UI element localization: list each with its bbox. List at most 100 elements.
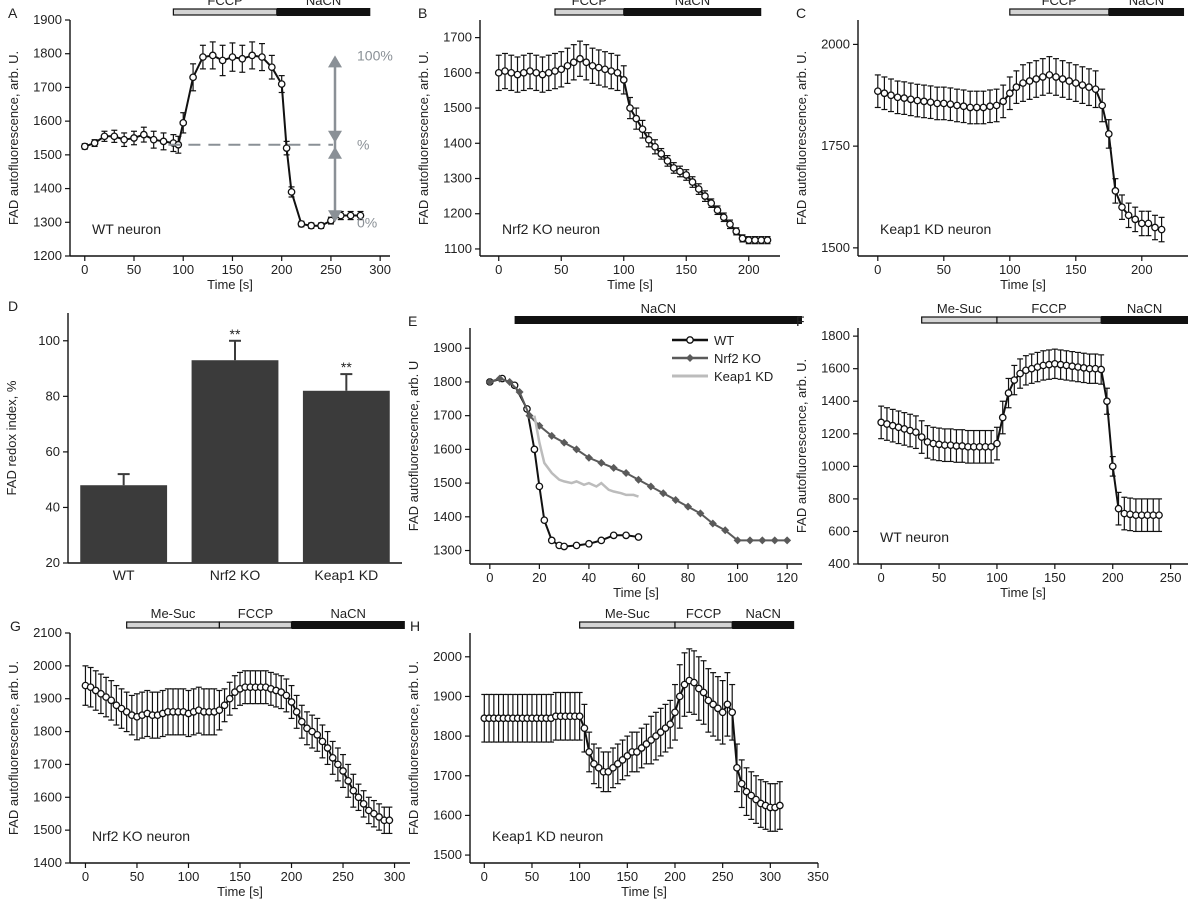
data-point <box>359 800 368 808</box>
data-point <box>632 114 641 123</box>
data-point <box>998 413 1007 422</box>
data-point <box>893 93 902 102</box>
data-point <box>90 139 99 147</box>
data-point <box>80 142 89 151</box>
data-point <box>575 712 584 721</box>
data-point <box>1016 369 1024 378</box>
data-point <box>297 717 306 726</box>
x-tick-label: 80 <box>681 570 695 585</box>
data-point <box>647 736 656 744</box>
treatment-label: NaCN <box>330 606 365 621</box>
x-tick-label: 150 <box>229 869 251 884</box>
data-point <box>926 98 935 107</box>
x-tick-label: 150 <box>675 262 697 277</box>
arrow-head <box>328 210 342 223</box>
data-point <box>913 96 922 105</box>
data-point <box>933 99 942 108</box>
x-tick-label: 100 <box>569 869 591 884</box>
treatment-bar <box>276 8 371 16</box>
data-point <box>634 475 643 484</box>
data-point <box>1098 101 1107 110</box>
x-tick-label: 200 <box>1102 570 1124 585</box>
cell-type-label: Keap1 KD neuron <box>880 221 991 237</box>
data-point <box>694 684 703 693</box>
data-point <box>680 680 689 689</box>
data-point <box>267 63 276 72</box>
x-tick-label: 0 <box>81 262 88 277</box>
y-tick-label: 1700 <box>33 756 62 771</box>
y-tick-label: 2000 <box>33 658 62 673</box>
y-tick-label: 1900 <box>433 340 462 355</box>
cell-type-label: Keap1 KD neuron <box>492 828 603 844</box>
data-point <box>742 787 751 796</box>
x-tick-label: 350 <box>807 869 829 884</box>
data-point <box>248 51 257 60</box>
y-tick-label: 1900 <box>433 688 462 703</box>
data-point <box>920 97 928 106</box>
panel-label: C <box>796 5 806 21</box>
y-tick-label: 1400 <box>33 181 62 196</box>
y-tick-label: 1200 <box>821 426 850 441</box>
y-tick-label: 20 <box>46 555 60 570</box>
x-axis-label: Time [s] <box>1000 277 1046 292</box>
data-point <box>563 61 572 70</box>
data-point <box>501 67 509 75</box>
series-line <box>498 57 768 242</box>
data-point <box>220 701 229 710</box>
data-point <box>666 720 675 729</box>
treatment-label: NaCN <box>675 0 710 8</box>
data-point <box>532 68 541 77</box>
data-point <box>526 67 534 75</box>
arrow-head <box>328 55 342 68</box>
data-point <box>1004 389 1013 397</box>
data-point <box>544 68 553 77</box>
x-axis-label: Time [s] <box>607 277 653 292</box>
data-point <box>763 236 772 244</box>
data-point <box>992 101 1001 110</box>
cell-type-label: WT neuron <box>92 221 161 237</box>
data-point <box>946 100 955 109</box>
data-point <box>228 53 237 61</box>
data-point <box>744 236 753 244</box>
y-tick-label: 1500 <box>33 147 62 162</box>
x-tick-label: 150 <box>616 869 638 884</box>
data-point <box>1085 83 1093 91</box>
y-tick-label: 1700 <box>33 79 62 94</box>
treatment-label: NaCN <box>641 301 676 316</box>
data-point <box>110 132 119 141</box>
data-point <box>100 132 109 141</box>
y-tick-label: 1500 <box>433 847 462 862</box>
data-point <box>507 68 516 77</box>
data-point <box>585 748 594 756</box>
y-tick-label: 1400 <box>433 509 462 524</box>
data-point <box>671 708 679 717</box>
y-tick-label: 1800 <box>433 728 462 743</box>
data-point <box>939 99 948 108</box>
data-point <box>354 793 363 802</box>
data-point <box>225 694 234 703</box>
data-point <box>1010 376 1019 384</box>
treatment-label: FCCP <box>1042 0 1077 8</box>
data-point <box>282 691 291 700</box>
treatment-label: FCCP <box>238 606 273 621</box>
data-point <box>726 220 734 229</box>
x-tick-label: 250 <box>332 869 354 884</box>
data-point <box>1111 187 1120 195</box>
data-point <box>1137 219 1146 228</box>
data-point <box>713 206 722 215</box>
y-tick-label: 1000 <box>821 458 850 473</box>
arrow-head <box>328 130 342 143</box>
x-tick-label: 200 <box>1131 262 1153 277</box>
data-point <box>560 542 568 551</box>
data-point <box>699 688 708 697</box>
treatment-bar <box>554 8 625 16</box>
panel-label: H <box>410 618 420 634</box>
data-point <box>551 67 559 75</box>
treatment-bar <box>732 621 795 629</box>
data-point <box>887 91 895 100</box>
y-tick-label: 1700 <box>443 30 472 45</box>
